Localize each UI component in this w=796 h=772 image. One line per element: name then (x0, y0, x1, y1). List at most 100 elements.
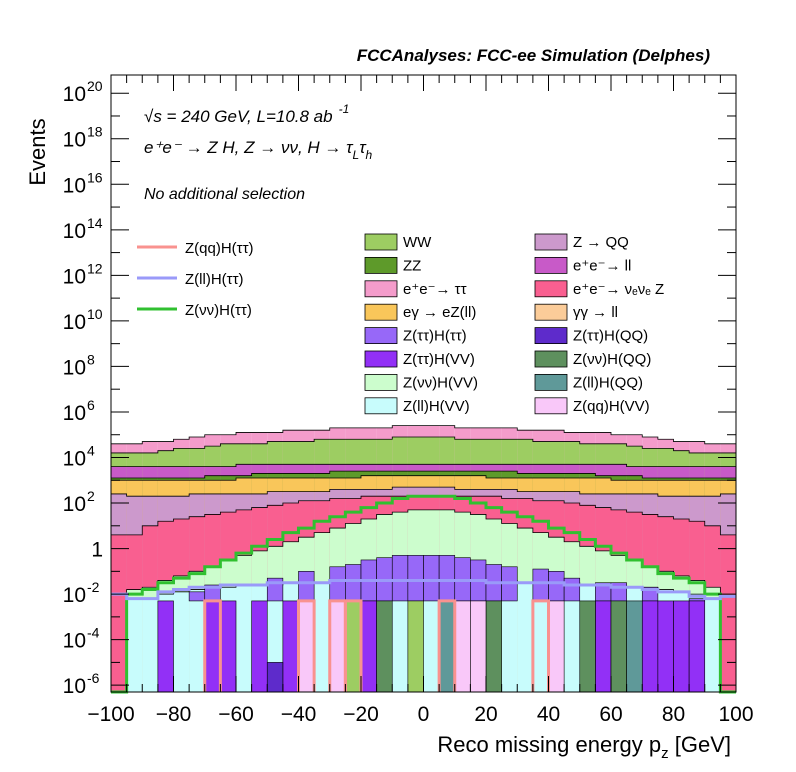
bar-ZllHVV-27 (532, 582, 549, 692)
outline-Z_QQ (111, 486, 736, 497)
sparse-bar-ZtautauHVV-8 (641, 600, 659, 693)
x-axis-title-unit: [GeV] (669, 732, 731, 757)
legend-label: eγ → eZ(ll) (403, 304, 476, 321)
y-tick-exponent: -2 (87, 579, 100, 595)
legend-box-swatch (364, 280, 398, 298)
sparse-bar-ZtautauHVV-7 (595, 600, 612, 693)
sparse-bar-ZqqHVV-2 (454, 600, 471, 693)
x-tick-label: −40 (281, 703, 317, 726)
legend-box-swatch (364, 350, 398, 368)
y-tick-base: 10 (63, 447, 86, 470)
y-tick-exponent: 8 (87, 351, 95, 367)
bar-ZllHVV-26 (517, 582, 533, 692)
y-tick-exponent: 16 (87, 169, 103, 185)
signal-line-Z(ll)H(ττ) (111, 578, 736, 601)
y-tick-base: 10 (63, 311, 86, 334)
sparse-bar-ZnunuHQQ-3 (579, 600, 596, 693)
y-tick-base: 10 (63, 83, 86, 106)
sparse-bar-ZllHQQ-0 (438, 600, 456, 693)
signal-lines (111, 494, 736, 694)
bar-ZllHVV-13 (314, 582, 330, 692)
sparse-bar-WW_lowbin-0 (407, 600, 424, 693)
sparse-bar-ZtautauHVV-6 (360, 600, 377, 693)
legend-label: Z(ll)H(VV) (403, 398, 470, 415)
x-tick-label: 80 (662, 703, 685, 726)
bar-ZllHVV-1 (126, 598, 143, 692)
sparse-bar-ZtautauHVV-4 (282, 600, 299, 693)
sparse-bar-ZtautauHtautau-12 (438, 555, 456, 602)
legend-box-swatch (534, 256, 568, 274)
sparse-bar-ZtautauHtautau-18 (548, 571, 565, 602)
x-tick-label: 0 (418, 703, 430, 726)
y-tick-label: 10 (63, 584, 86, 607)
y-axis-title: Events (25, 118, 50, 185)
sparse-process-bars (157, 555, 706, 693)
bar-ZllHVV-5 (189, 589, 205, 692)
sparse-bar-ZtautauHtautau-6 (345, 564, 362, 602)
legend-label: Z(ll)H(QQ) (573, 374, 643, 391)
sparse-bar-ZqqHVV-4 (548, 600, 565, 693)
sparse-bar-ZtautauHQQ-0 (266, 662, 284, 693)
sparse-bar-ZtautauHVV-2 (220, 600, 237, 693)
lumi-exponent: -1 (339, 102, 350, 116)
y-tick-label: 10 (63, 311, 86, 334)
sparse-bar-ZtautauHtautau-21 (610, 582, 627, 602)
x-tick-label: 40 (537, 703, 560, 726)
x-tick-label: −100 (87, 703, 134, 726)
outline-ZZ (111, 470, 736, 479)
legend-label: γγ → ll (573, 304, 618, 321)
legend-label: e⁺e⁻→ ll (573, 257, 631, 274)
bar-ee_nunuZ-0 (111, 534, 127, 692)
legend-label: Z(νν)H(ττ) (185, 302, 252, 319)
x-tick-label: −20 (343, 703, 379, 726)
legend-box-swatch (364, 233, 398, 251)
signal-line-Z(νν)H(ττ) (111, 494, 736, 694)
process-sub-2: h (366, 148, 373, 162)
legend-label: Z(ll)H(ττ) (185, 271, 244, 288)
bar-ZllHVV-18 (392, 580, 408, 692)
legend-label: ZZ (403, 257, 421, 274)
x-axis-title-main: Reco missing energy p (437, 732, 661, 757)
y-tick-base: 10 (63, 265, 86, 288)
selection-label: No additional selection (144, 186, 305, 203)
y-tick-base: 1 (91, 539, 103, 562)
x-axis-title: Reco missing energy pz [GeV] (437, 732, 731, 762)
y-tick-label: 10 (63, 402, 86, 425)
bar-ZllHVV-25 (501, 580, 518, 692)
y-tick-base: 10 (63, 174, 86, 197)
legend-box-swatch (364, 303, 398, 321)
sparse-bar-ZqqHVV-1 (329, 600, 346, 693)
sparse-bar-ZtautauHtautau-17 (532, 568, 549, 602)
y-tick-exponent: 20 (87, 78, 103, 94)
chart-title: FCCAnalyses: FCC-ee Simulation (Delphes) (357, 46, 711, 65)
sparse-bar-ZtautauHVV-0 (157, 600, 174, 693)
y-tick-base: 10 (63, 356, 86, 379)
legend-label: WW (403, 234, 432, 251)
x-axis-title-sub: z (661, 745, 669, 762)
sparse-bar-ZllHQQ-1 (626, 600, 643, 693)
sparse-WW_lowbin (345, 600, 424, 693)
y-tick-base: 10 (63, 630, 86, 653)
y-tick-base: 10 (63, 493, 86, 516)
bar-ZllHVV-20 (423, 580, 440, 692)
bar-ZllHVV-4 (173, 591, 190, 692)
y-tick-exponent: 2 (87, 488, 95, 504)
sparse-bar-ZnunuHQQ-0 (376, 600, 393, 693)
y-tick-label: 10 (63, 174, 86, 197)
y-tick-exponent: 10 (87, 306, 103, 322)
bar-ZllHVV-29 (564, 582, 580, 692)
legend-label: e⁺e⁻→ ττ (403, 281, 467, 298)
y-tick-exponent: 6 (87, 397, 95, 413)
legend-backgrounds-2: Z → QQ e⁺e⁻→ ll e⁺e⁻→ νₑνₑ Z γγ → ll Z(ττ)H(… (534, 233, 664, 415)
sparse-ZtautauHtautau (188, 555, 706, 602)
sparse-bar-ZtautauHtautau-11 (423, 555, 440, 602)
legend-box-swatch (534, 327, 568, 345)
sparse-bar-ZtautauHVV-3 (251, 600, 268, 693)
legend-box-swatch (534, 350, 568, 368)
sparse-bar-ZtautauHtautau-5 (329, 566, 346, 602)
y-tick-exponent: 14 (87, 215, 103, 231)
x-tick-label: 100 (718, 703, 753, 726)
y-tick-base: 10 (63, 584, 86, 607)
